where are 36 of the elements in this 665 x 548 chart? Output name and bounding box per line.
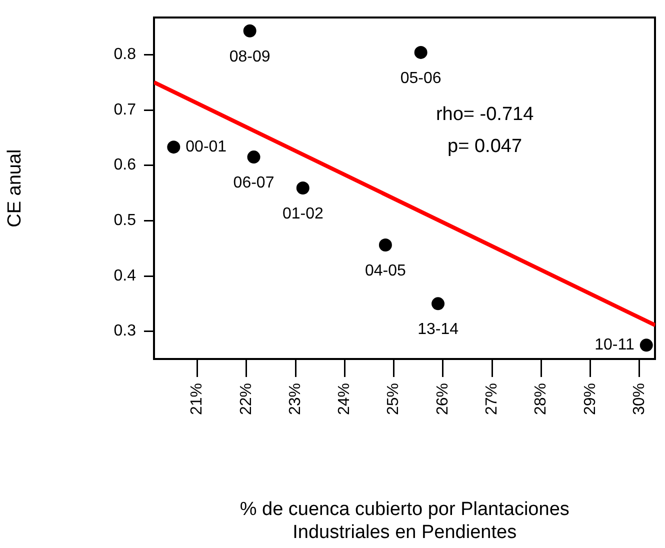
point	[378, 238, 392, 252]
point	[167, 140, 180, 154]
data-label: 08-09	[229, 48, 270, 66]
x-tick-label: 21%	[188, 383, 206, 416]
x-tick-label: 30%	[630, 383, 648, 416]
point	[640, 338, 653, 352]
x-tick-label: 26%	[434, 383, 452, 416]
point	[414, 46, 428, 59]
data-label: 10-11	[594, 336, 634, 354]
point	[243, 24, 256, 38]
y-tick-label: 0.3	[114, 322, 136, 340]
data-label: 00-01	[186, 138, 227, 156]
x-tick-label: 29%	[582, 383, 599, 416]
data-label: 06-07	[233, 174, 274, 192]
data-label: 05-06	[400, 70, 442, 87]
x-tick-label: 22%	[238, 383, 255, 416]
data-label: 04-05	[364, 262, 406, 280]
data-label: 01-02	[282, 205, 324, 222]
data-label: 13-14	[418, 321, 459, 338]
x-tick-label: 27%	[483, 383, 500, 416]
x-axis-title: % de cuenca cubierto por Plantaciones Industriales en Pendientes	[240, 499, 570, 543]
x-tick-label: 25%	[385, 383, 402, 416]
x-tick-label: 24%	[336, 383, 354, 416]
point	[296, 182, 310, 195]
y-tick-label: 0.7	[114, 101, 136, 118]
x-tick-label: 23%	[286, 383, 304, 416]
y-tick-label: 0.6	[114, 156, 136, 174]
y-tick-label: 0.8	[114, 46, 136, 64]
annotation: p= 0.047	[448, 136, 522, 157]
point	[432, 297, 445, 310]
annotation: rho= -0.714	[436, 104, 534, 125]
y-axis-title: CE anual	[4, 149, 26, 228]
x-tick-label: 28%	[532, 383, 550, 416]
y-tick-label: 0.4	[114, 267, 136, 284]
point	[247, 150, 260, 164]
y-tick-label: 0.5	[114, 212, 136, 230]
